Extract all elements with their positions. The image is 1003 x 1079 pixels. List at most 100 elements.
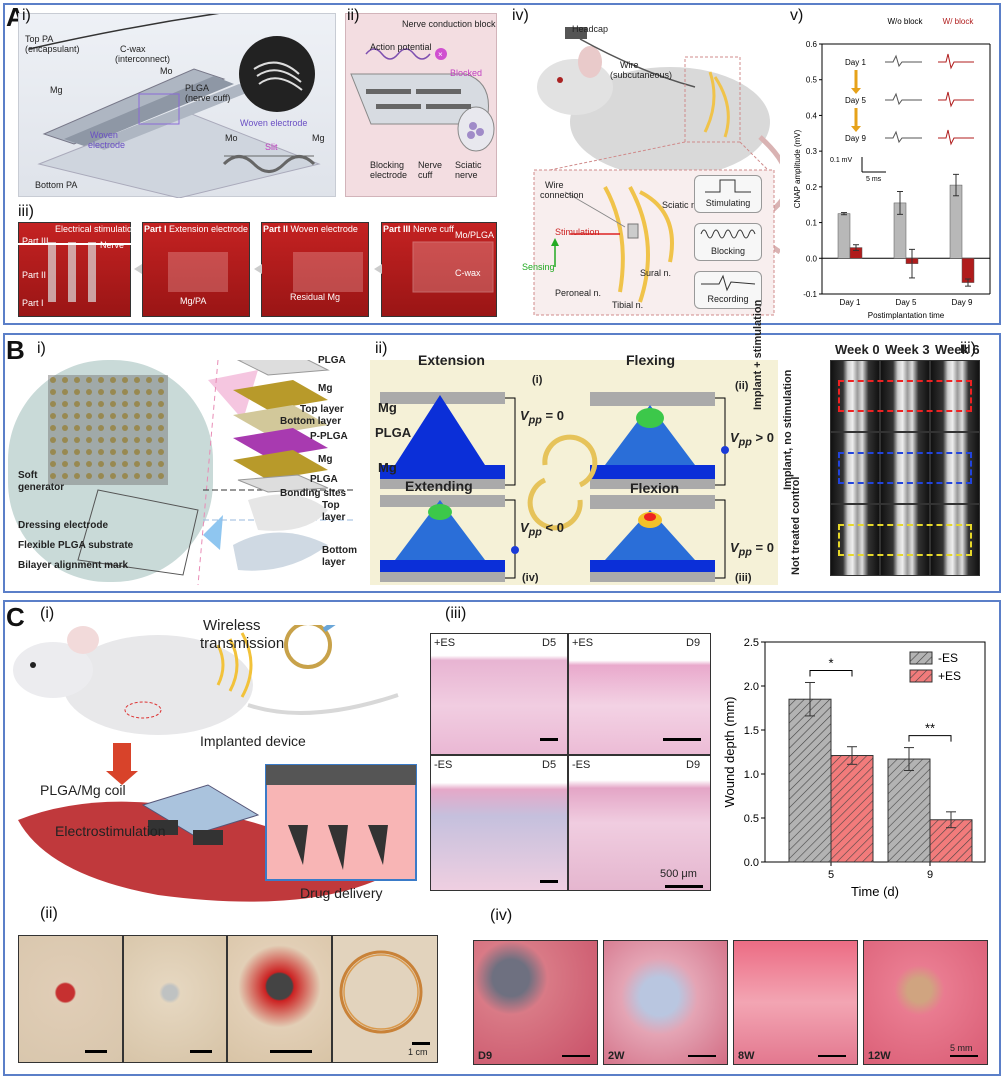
c-iii-scalebar-4 (665, 885, 703, 888)
c-ii-scalebar-4 (412, 1042, 430, 1045)
c-iv-photo-d9 (473, 940, 598, 1065)
c-iv-photo-8w (733, 940, 858, 1065)
b-ii-state-flexion: Flexion (630, 480, 680, 496)
legend-w-block: W/ block (943, 17, 975, 26)
a-iii-step-3-bold: Part II (263, 224, 289, 234)
b-iii-xray-image (880, 360, 930, 432)
b-iii-week-3: Week 3 (885, 342, 930, 357)
a-i-label-woven: Woven (90, 130, 118, 140)
b-iii-week-6: Week 6 (935, 342, 980, 357)
a-iii-step-2 (142, 222, 250, 317)
a-iii-overlays (18, 241, 494, 302)
c-iii-scale-text: 500 μm (660, 868, 697, 880)
x-axis-label: Postimplantation time (868, 311, 945, 320)
b-i-label: i) (37, 340, 46, 357)
a-ii-blocked: Blocked (450, 68, 483, 78)
a-iv-stimulation: Stimulation (555, 227, 600, 237)
a-ii-drawing: × (350, 48, 495, 152)
b-i-generator: generator (18, 482, 65, 493)
x-tick-label: 5 (828, 869, 834, 881)
a-iv-subcutaneous: (subcutaneous) (610, 70, 673, 80)
a-ii-sciatic-nerve: nerve (455, 170, 478, 180)
y-tick-label: 1.0 (744, 769, 759, 781)
c-ii-scale-text: 1 cm (408, 1047, 428, 1057)
b-i-bottom-layer-2: layer (322, 557, 346, 568)
y-tick-label: 0.6 (806, 40, 818, 49)
c-iv-scalebar-3 (818, 1055, 846, 1057)
scale-bar-mv: 0.1 mV (830, 157, 853, 164)
c-ii-photo-1 (18, 935, 123, 1063)
b-ii-vpp-4-symbol: V (730, 540, 739, 555)
c-iv-photo-2w (603, 940, 728, 1065)
c-iii-scalebar-3 (540, 880, 558, 883)
legend-wo-block: W/o block (887, 17, 923, 26)
b-i-plga-top: PLGA (318, 355, 346, 366)
a-i-label: i) (22, 7, 31, 24)
arrow-head-icon (851, 88, 861, 94)
bar (837, 213, 851, 259)
legend-label: +ES (938, 669, 961, 683)
c-iii-cond-4: -ES (572, 759, 591, 771)
c-iv-time-12w: 12W (868, 1050, 891, 1062)
a-ii-sciatic: Sciatic (455, 160, 482, 170)
a-iii-residual-mg: Residual Mg (290, 292, 341, 302)
a-iii-step-3 (261, 222, 369, 317)
b-i-device-illustration (8, 360, 353, 585)
c-ii-coil (339, 950, 423, 1034)
panel-b-label: B (6, 335, 25, 365)
c-ii-scalebar-3 (270, 1050, 312, 1053)
b-i-flexible-substrate: Flexible PLGA substrate (18, 540, 134, 551)
b-iii-highlight-box (838, 380, 972, 412)
a-i-label-nerve-cuff: (nerve cuff) (185, 93, 231, 103)
arrow-head-icon (851, 126, 861, 132)
c-i-electrostimulation: Electrostimulation (55, 823, 166, 839)
significance-mark: * (828, 655, 833, 670)
b-i-plga-bottom: PLGA (310, 474, 338, 485)
legend-swatch (909, 669, 933, 683)
c-i-label: (i) (40, 605, 55, 622)
b-i-soft: Soft (18, 470, 38, 481)
c-iv-scalebar-2 (688, 1055, 716, 1057)
a-iv-mode-blocking: Blocking (694, 223, 762, 261)
a-iii-part-ii: Part II (22, 270, 47, 280)
b-ii-vpp-1-sub: pp (528, 414, 542, 427)
b-i-bottom-layer: Bottom layer (280, 416, 342, 427)
a-ii-label: ii) (347, 7, 360, 24)
panel-a-frame (3, 3, 1001, 325)
c-iv-scalebar-1 (562, 1055, 590, 1057)
c-iii-day-3: D5 (542, 759, 557, 771)
b-iii-highlight-box (838, 452, 972, 484)
b-ii-vpp-1: Vpp = 0 (520, 408, 564, 427)
b-ii-vpp-4: Vpp = 0 (730, 540, 774, 559)
a-v-chart: -0.1 0.0 0.1 0.2 0.3 0.4 0.5 0.6 CNAP amplitude … (793, 17, 991, 320)
a-i-label-mg2: Mg (312, 133, 325, 143)
legend-label: -ES (938, 651, 958, 665)
a-iv-rat-illustration (533, 27, 780, 316)
b-ii-state-extension: Extension (418, 352, 485, 368)
y-tick-label: -0.1 (803, 290, 817, 299)
y-tick-label: 0.2 (806, 183, 818, 192)
c-i-drug-delivery: Drug delivery (300, 885, 383, 901)
b-ii-states (380, 392, 729, 582)
a-iii-mo-plga: Mo/PLGA (455, 230, 495, 240)
trace-row-label: Day 9 (845, 134, 866, 143)
c-iv-time-d9: D9 (478, 1050, 493, 1062)
c-iii-scalebar-2 (663, 738, 701, 741)
trace-w-block (938, 91, 974, 108)
plot-frame (764, 641, 986, 863)
a-iii-part-i: Part I (22, 298, 44, 308)
c-iv-scalebar-4 (950, 1055, 978, 1057)
b-ii-vpp-3-symbol: V (520, 520, 529, 535)
c-iii-scalebar-1 (540, 738, 558, 741)
bar (830, 755, 874, 863)
b-iii-week-0: Week 0 (835, 342, 880, 357)
c-iii-label: (iii) (445, 605, 467, 622)
a-iv-sensing: Sensing (522, 262, 555, 272)
b-ii-vpp-2-sub: pp (738, 436, 752, 449)
trace-wo-block (885, 54, 922, 68)
c-iv-scale-text: 5 mm (950, 1043, 973, 1053)
c-iv-time-8w: 8W (738, 1050, 755, 1062)
a-iii-step-2-text: Extension electrode (166, 224, 249, 234)
a-iii-step-1-caption: Electrical stimulation (55, 224, 138, 234)
a-iv-label: iv) (512, 7, 529, 24)
